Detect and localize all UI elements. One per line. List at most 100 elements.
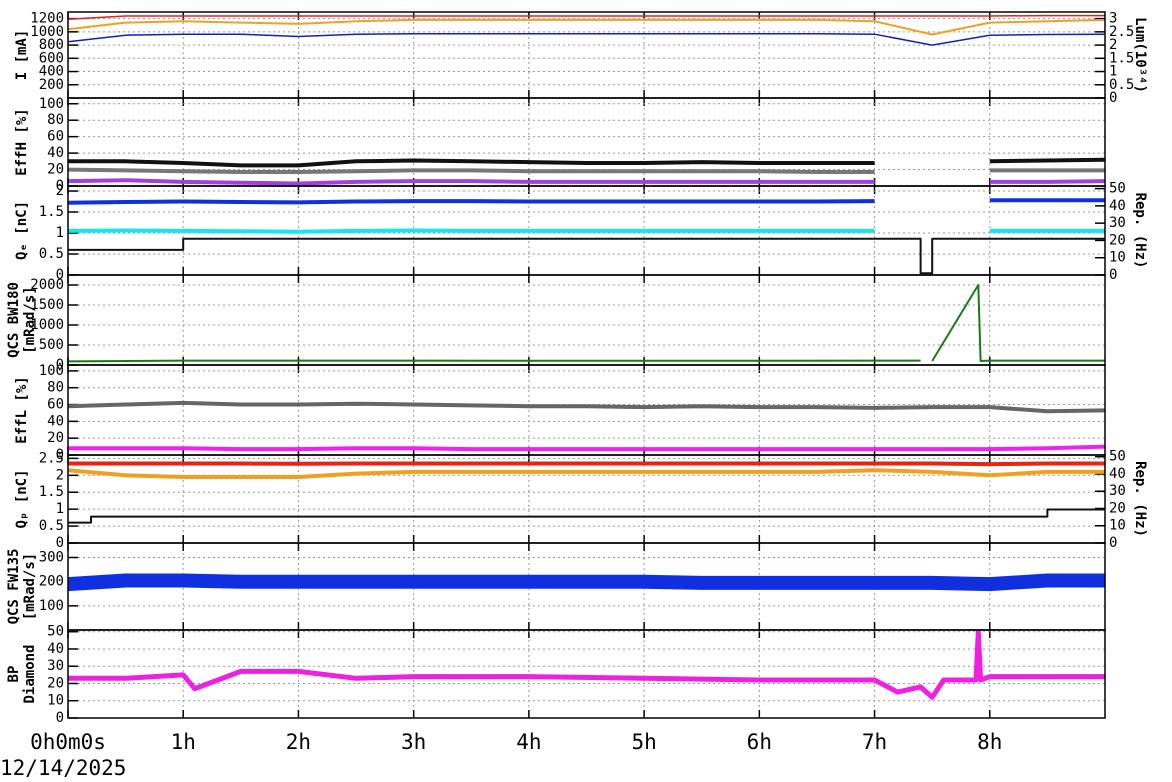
y-tick-label: 80: [47, 112, 64, 128]
y-axis-label: [mRad/s]: [22, 553, 38, 620]
y-axis-label: BP: [6, 666, 22, 683]
y2-tick-label: 10: [1109, 250, 1126, 266]
y-tick-label: 1200: [30, 11, 64, 27]
y-tick-label: 60: [47, 129, 64, 145]
y-tick-label: 1000: [30, 317, 64, 333]
y-tick-label: 1000: [30, 24, 64, 40]
panel-frame: [67, 454, 1106, 544]
series-line: [68, 629, 1105, 700]
y2-tick-label: 20: [1109, 500, 1126, 516]
x-tick-label: 7h: [862, 730, 887, 754]
y-tick-label: 1.5: [39, 484, 64, 500]
y-tick-label: 200: [39, 574, 64, 590]
y2-tick-label: 50: [1109, 181, 1126, 197]
y-tick-label: 300: [39, 550, 64, 566]
series-line: [68, 157, 1106, 168]
y2-tick-label: 1.5: [1109, 50, 1134, 66]
series-line: [67, 284, 1105, 363]
y-tick-label: 500: [39, 337, 64, 353]
y-tick-label: 0.5: [39, 518, 64, 534]
y-axis-label: [mRad/s]: [22, 286, 38, 353]
series-line: [67, 400, 1106, 414]
series-line: [68, 237, 1105, 275]
y-tick-label: 2.5: [39, 450, 64, 466]
panel-frame: [67, 274, 1106, 366]
series-line: [67, 228, 1105, 234]
y-tick-label: 60: [47, 397, 64, 413]
series-line: [67, 198, 1105, 205]
y2-tick-label: 50: [1109, 449, 1126, 465]
y2-tick-label: 0: [1109, 90, 1117, 106]
y-tick-label: 400: [39, 64, 64, 80]
series-line: [68, 461, 1105, 467]
y-axis-label: Qₑ [nC]: [14, 201, 30, 260]
series-line: [67, 33, 1106, 46]
series-line: [68, 444, 1106, 452]
y-tick-label: 200: [39, 77, 64, 93]
y-tick-label: 30: [47, 658, 64, 674]
y-axis-label: EffL [%]: [14, 376, 30, 443]
series-line: [67, 167, 1105, 174]
y2-tick-label: 30: [1109, 215, 1126, 231]
x-tick-label: 0h0m0s: [30, 730, 106, 754]
y-axis-label: Qₚ [nC]: [14, 469, 30, 528]
y2-axis-label: Lum(10³⁴): [1132, 17, 1148, 93]
y-tick-label: 20: [47, 430, 64, 446]
y-tick-label: 20: [47, 675, 64, 691]
y-tick-label: 1: [56, 225, 64, 241]
y-tick-label: 600: [39, 50, 64, 66]
x-tick-label: 6h: [747, 730, 772, 754]
y2-axis-label: Rep. (Hz): [1132, 461, 1148, 537]
y-tick-label: 0.5: [39, 246, 64, 262]
y-tick-label: 0: [56, 178, 64, 194]
y-tick-label: 0: [56, 710, 64, 726]
y-tick-label: 100: [39, 598, 64, 614]
y2-tick-label: 2: [1109, 37, 1117, 53]
y-tick-label: 40: [47, 641, 64, 657]
y-axis-label: QCS BW180: [6, 282, 22, 358]
y-tick-label: 50: [47, 624, 64, 640]
y-tick-label: 20: [47, 162, 64, 178]
y-tick-label: 1500: [30, 297, 64, 313]
x-tick-label: 5h: [631, 730, 656, 754]
series-line: [67, 178, 1106, 186]
x-tick-label: 8h: [977, 730, 1002, 754]
x-tick-label: 4h: [516, 730, 541, 754]
y-tick-label: 0: [56, 447, 64, 463]
panel-frame: [67, 364, 1106, 456]
y2-tick-label: 10: [1109, 518, 1126, 534]
y-tick-label: 2000: [30, 277, 64, 293]
y2-tick-label: 0: [1109, 535, 1117, 551]
y2-tick-label: 30: [1109, 483, 1126, 499]
y-axis-label: Diamond: [22, 644, 38, 703]
y-axis-label: EffH [%]: [14, 108, 30, 175]
y-tick-label: 1.5: [39, 204, 64, 220]
y-axis-label: QCS FW135: [6, 549, 22, 625]
x-tick-label: 1h: [171, 730, 196, 754]
y-tick-label: 2: [56, 467, 64, 483]
y2-tick-label: 0.5: [1109, 77, 1134, 93]
y-tick-label: 10: [47, 693, 64, 709]
y-tick-label: 40: [47, 145, 64, 161]
y-axis-label: I [mA]: [14, 30, 30, 81]
y2-tick-label: 0: [1109, 267, 1117, 283]
series-line: [67, 573, 1105, 592]
y-tick-label: 80: [47, 380, 64, 396]
y2-tick-label: 40: [1109, 198, 1126, 214]
y-tick-label: 100: [39, 96, 64, 112]
y-tick-label: 800: [39, 37, 64, 53]
y-tick-label: 0: [56, 357, 64, 373]
y2-axis-label: Rep. (Hz): [1132, 193, 1148, 269]
x-tick-label: 2h: [286, 730, 311, 754]
y-tick-label: 1: [56, 501, 64, 517]
y2-tick-label: 2.5: [1109, 24, 1134, 40]
series-line: [67, 468, 1105, 479]
series-line: [67, 18, 1106, 36]
y-tick-label: 100: [39, 363, 64, 379]
date: 12/14/2025: [0, 756, 126, 780]
y-tick-label: 40: [47, 413, 64, 429]
y-tick-label: 2: [56, 183, 64, 199]
y2-tick-label: 20: [1109, 232, 1126, 248]
y2-tick-label: 40: [1109, 466, 1126, 482]
